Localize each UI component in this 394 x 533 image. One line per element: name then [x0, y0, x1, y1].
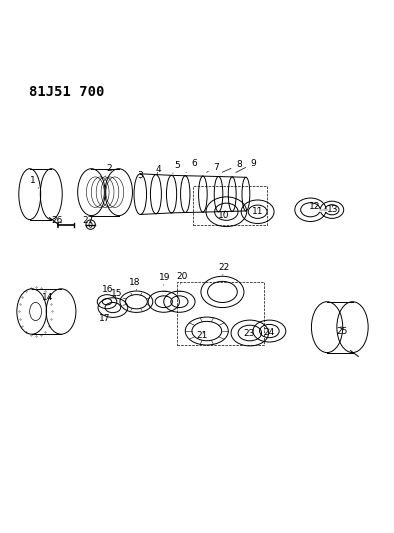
- Text: 13: 13: [327, 205, 339, 214]
- Text: 1: 1: [30, 176, 39, 188]
- Ellipse shape: [89, 222, 92, 228]
- Text: 15: 15: [111, 288, 123, 297]
- Bar: [177, 282, 264, 345]
- Text: 2: 2: [105, 164, 112, 176]
- Text: 21: 21: [196, 331, 207, 340]
- Text: 23: 23: [243, 329, 255, 338]
- Bar: [193, 187, 268, 225]
- Text: 4: 4: [155, 165, 161, 174]
- Text: 16: 16: [102, 285, 113, 294]
- Text: 8: 8: [222, 160, 242, 172]
- Text: 14: 14: [42, 293, 53, 305]
- Text: 10: 10: [217, 211, 229, 220]
- Text: 19: 19: [159, 273, 171, 285]
- Text: 9: 9: [236, 159, 256, 173]
- Text: 5: 5: [173, 161, 180, 173]
- Text: 22: 22: [218, 263, 229, 275]
- Text: 11: 11: [252, 207, 264, 216]
- Text: 27: 27: [83, 216, 94, 225]
- Text: 20: 20: [177, 272, 188, 284]
- Text: 18: 18: [130, 278, 141, 290]
- Text: 24: 24: [263, 328, 274, 337]
- Text: 17: 17: [98, 313, 110, 322]
- Text: 7: 7: [206, 164, 219, 172]
- Text: 6: 6: [186, 159, 197, 173]
- Text: 25: 25: [336, 326, 348, 336]
- Text: 81J51 700: 81J51 700: [29, 85, 104, 99]
- Text: 12: 12: [309, 202, 320, 211]
- Text: 26: 26: [52, 216, 63, 225]
- Text: 3: 3: [138, 171, 143, 180]
